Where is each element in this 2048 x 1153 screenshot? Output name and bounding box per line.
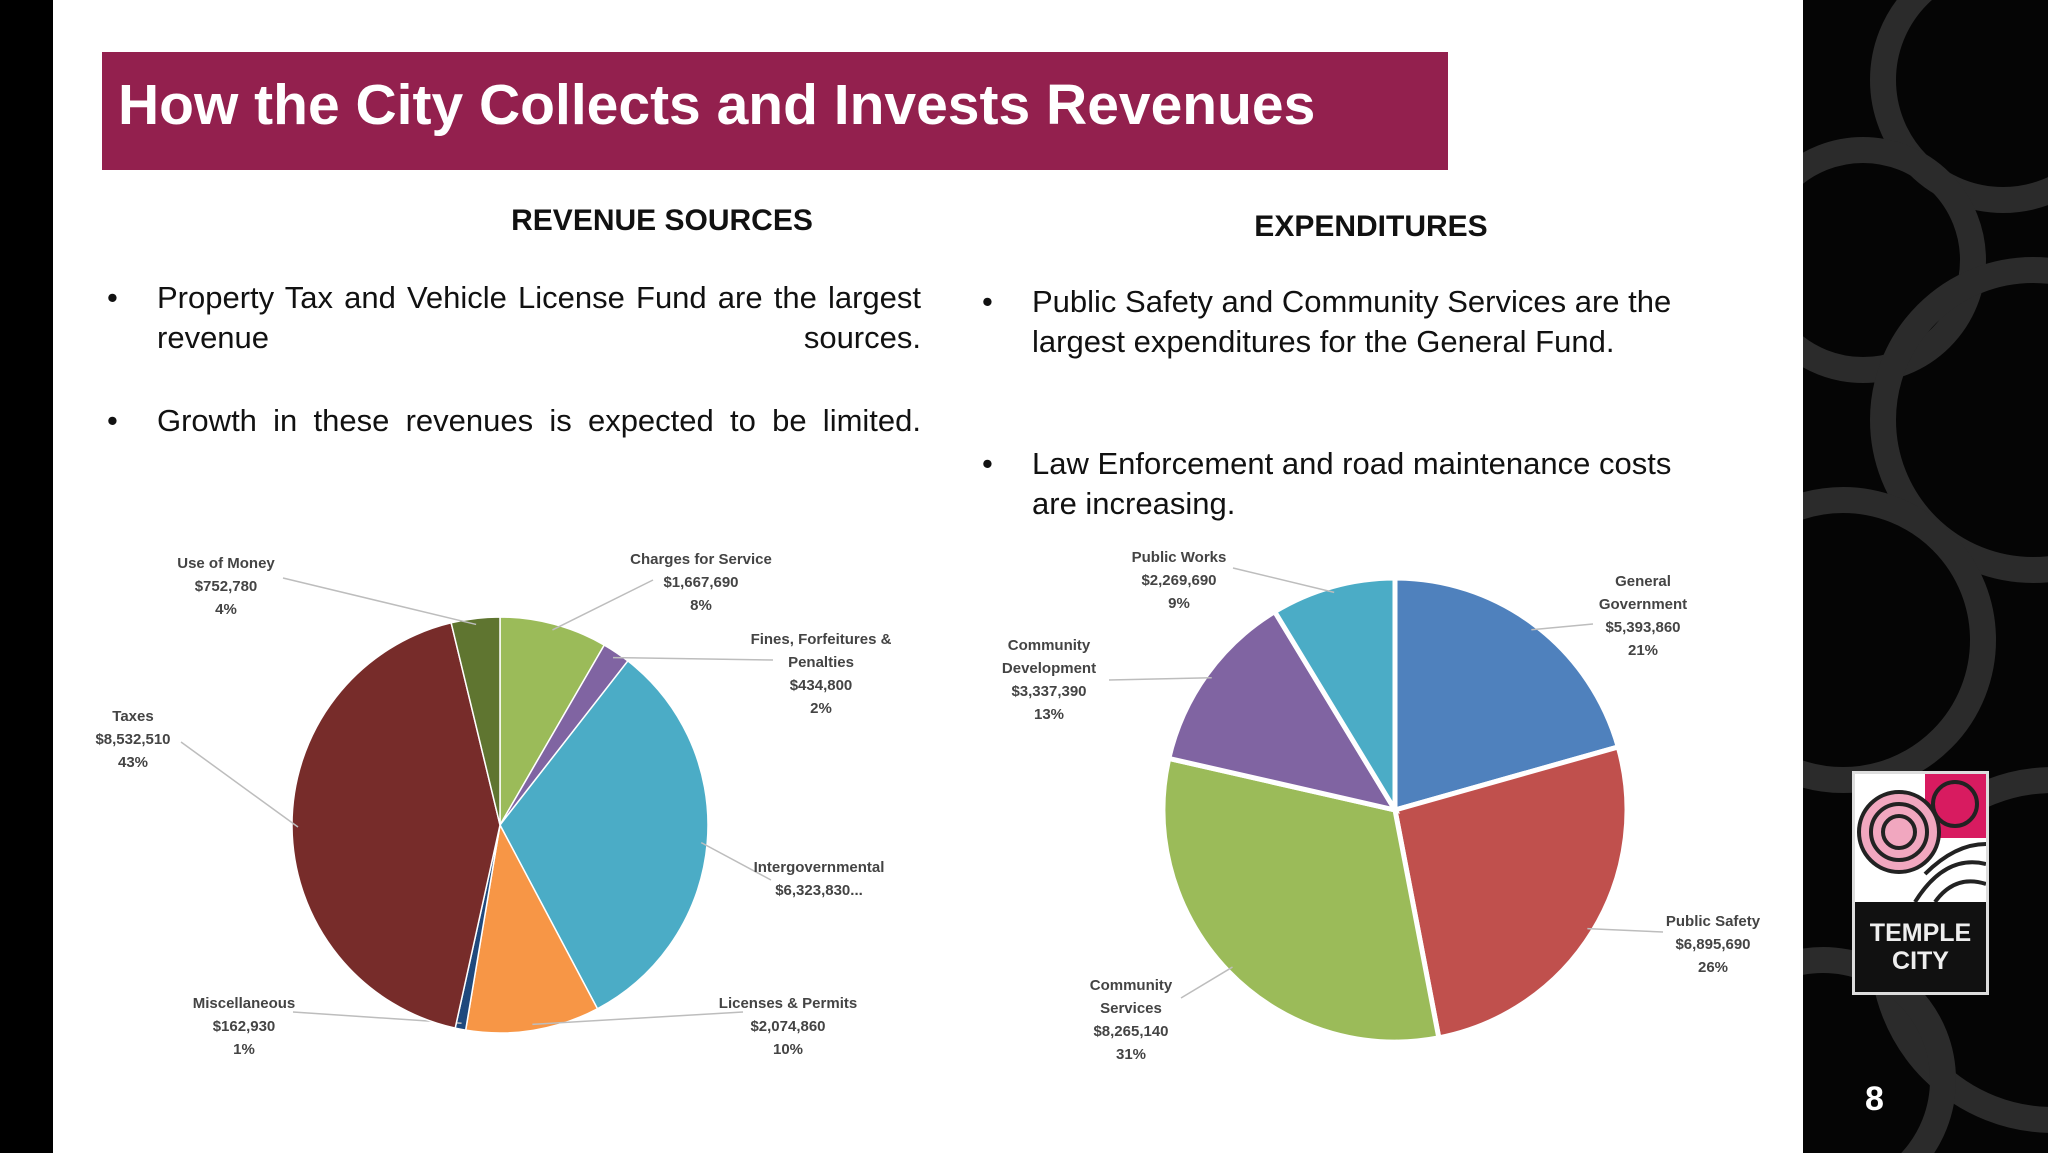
slice-label-line: $6,323,830... [775,882,863,899]
slice-label-line: $2,074,860 [750,1018,825,1035]
slice-label-line: $1,667,690 [663,574,738,591]
slice-label-line: Public Safety [1666,913,1761,930]
slice-label: Community Development $3,337,390 13% [1002,637,1096,723]
leader-line [1587,927,1664,933]
bullet-dot: • [107,280,118,315]
slice-label-line: $434,800 [790,677,853,694]
leader-line [180,741,299,828]
logo-text: TEMPLE CITY [1855,902,1986,992]
title-banner: How the City Collects and Invests Revenu… [102,52,1448,170]
slice-label-line: 31% [1116,1046,1146,1063]
slice-label-line: 13% [1034,706,1064,723]
bullet-dot: • [982,284,993,319]
side-panel: TEMPLE CITY 8 [1803,0,2048,1153]
pie-slice [291,621,501,1030]
bullet-text: Public Safety and Community Services are… [1032,284,1672,359]
pie-slice [1392,743,1630,1041]
leader-line [1180,966,1233,999]
pie-slice [464,822,599,1034]
slice-label-line: Taxes [112,708,153,725]
revenue-pie: Charges for Service $1,667,690 8% Fines, Fo… [95,551,891,1058]
expenditures-bullet: • Law Enforcement and road maintenance c… [982,444,1692,524]
expenditures-pie: General Government $5,393,860 21% Public Saf… [1002,549,1761,1063]
leader-line [532,1011,744,1026]
revenue-bullet: • Growth in these revenues is expected t… [107,401,921,441]
slice-label-line: $8,532,510 [95,731,170,748]
bullet-text: Property Tax and Vehicle License Fund ar… [157,280,921,355]
leader-line [700,841,772,881]
pie-slice [450,616,501,826]
slice-label-line: Intergovernmental [754,859,885,876]
leader-line [1531,623,1594,631]
revenue-bullet: • Property Tax and Vehicle License Fund … [107,278,921,358]
slice-label-line: Community [1090,977,1173,994]
slice-label-line: 2% [810,700,832,717]
slice-label: Community Services $8,265,140 31% [1090,977,1173,1063]
slice-label-line: $752,780 [195,578,258,595]
pie-slice [1165,608,1401,814]
leader-line [552,579,654,631]
expenditures-bullet: • Public Safety and Community Services a… [982,282,1692,362]
pie-slice [1271,575,1398,819]
slice-label: Intergovernmental $6,323,830... [754,859,885,899]
slice-label-line: $5,393,860 [1605,619,1680,636]
expenditures-heading: EXPENDITURES [1254,210,1488,243]
slice-label-line: $2,269,690 [1141,572,1216,589]
slice-label-line: Public Works [1132,549,1227,566]
slice-label-line: 26% [1698,959,1728,976]
slice-label: Fines, Forfeitures & Penalties $434,800 2% [751,631,892,717]
page-number: 8 [1865,1080,1884,1118]
slice-label-line: General [1615,573,1671,590]
slice-label-line: $162,930 [213,1018,276,1035]
slice-label-line: 4% [215,601,237,618]
slice-label: Licenses & Permits $2,074,860 10% [719,995,857,1058]
pie-charts: Charges for Service $1,667,690 8% Fines, Fo… [95,549,1761,1063]
bullet-dot: • [107,403,118,438]
slice-label: Public Safety $6,895,690 26% [1666,913,1761,976]
slice-label-line: Services [1100,1000,1162,1017]
slice-label-line: 43% [118,754,148,771]
slice-label-line: Use of Money [177,555,275,572]
slide-title: How the City Collects and Invests Revenu… [118,73,1316,137]
slice-label: Public Works $2,269,690 9% [1132,549,1227,612]
slice-label-line: Charges for Service [630,551,772,568]
leader-line [1232,567,1335,594]
slice-label: Taxes $8,532,510 43% [95,708,170,771]
slice-label-line: 1% [233,1041,255,1058]
slice-label: Use of Money $752,780 4% [177,555,275,618]
slice-label-line: Penalties [788,654,854,671]
revenue-heading: REVENUE SOURCES [511,204,813,237]
bullet-text: Growth in these revenues is expected to … [157,403,921,438]
slide: How the City Collects and Invests Revenu… [53,0,1803,1153]
flower-icon [1855,774,1986,902]
slice-label-line: 8% [690,597,712,614]
slice-label-line: Community [1008,637,1091,654]
pie-slice [1392,575,1622,814]
slice-label-line: $6,895,690 [1675,936,1750,953]
leader-line [282,577,477,626]
slice-label-line: 10% [773,1041,803,1058]
slice-label-line: Miscellaneous [193,995,296,1012]
temple-city-logo: TEMPLE CITY [1852,771,1989,995]
bullet-dot: • [982,446,993,481]
slice-label: General Government $5,393,860 21% [1599,573,1687,659]
slice-label-line: Government [1599,596,1687,613]
slice-label: Miscellaneous $162,930 1% [193,995,296,1058]
bullet-text: Law Enforcement and road maintenance cos… [1032,446,1672,521]
slice-label-line: Fines, Forfeitures & [751,631,892,648]
pie-slice [1160,755,1442,1045]
leader-line [612,656,774,661]
slice-label-line: Development [1002,660,1096,677]
slice-label-line: Licenses & Permits [719,995,857,1012]
slice-label-line: 21% [1628,642,1658,659]
slice-label-line: $3,337,390 [1011,683,1086,700]
pie-slice [499,616,606,828]
leader-line [1108,677,1212,681]
slice-label-line: 9% [1168,595,1190,612]
slice-label-line: $8,265,140 [1093,1023,1168,1040]
slice-label: Charges for Service $1,667,690 8% [630,551,772,614]
